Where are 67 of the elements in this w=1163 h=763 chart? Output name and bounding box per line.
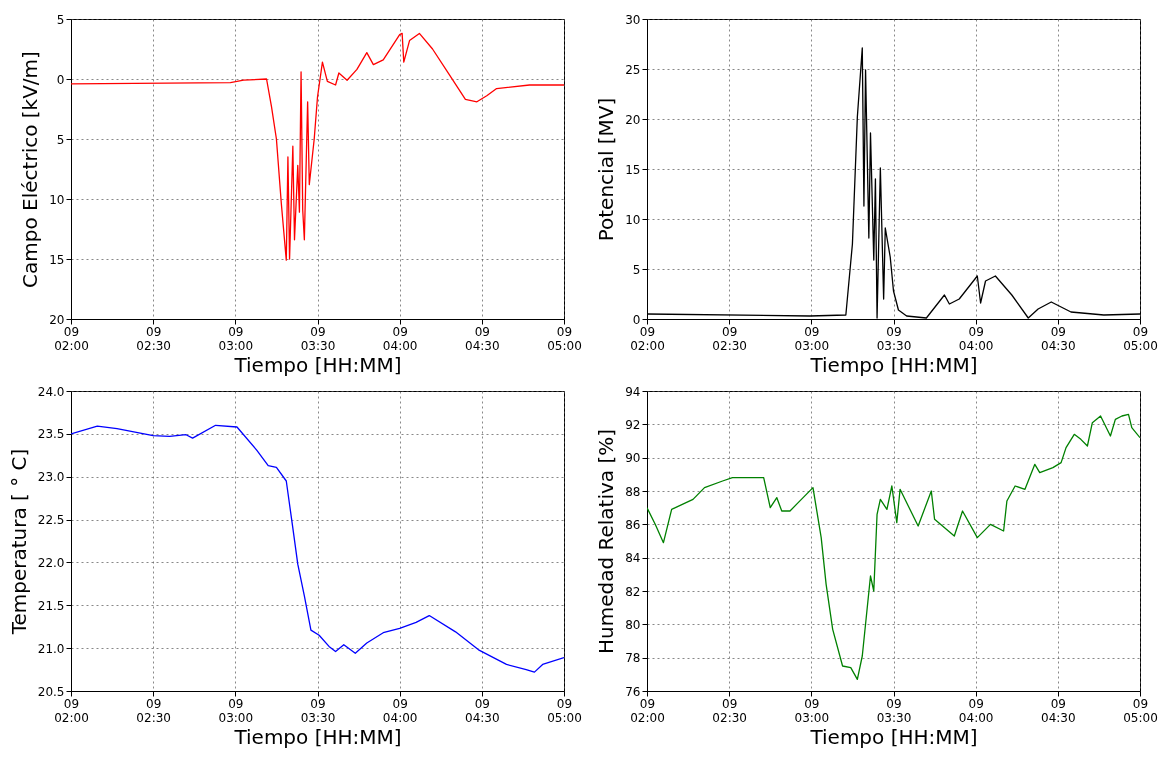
y-tick-label: 23.0 — [37, 470, 65, 485]
x-tick-label: 09 02:00 — [54, 696, 89, 725]
x-tick-label: 09 05:00 — [547, 324, 582, 353]
x-tick-label: 09 03:00 — [218, 324, 254, 353]
y-tick-label: 84 — [625, 551, 641, 566]
x-tick-label: 09 02:30 — [712, 324, 747, 353]
x-tick-label: 09 05:00 — [1123, 696, 1158, 725]
y-tick-label: 76 — [625, 684, 641, 699]
x-tick-label: 09 04:00 — [958, 696, 994, 725]
x-tick-label: 09 03:00 — [218, 696, 254, 725]
y-axis-title: Campo Eléctrico [kV/m] — [18, 51, 43, 288]
x-tick-label: 09 05:00 — [547, 696, 582, 725]
x-axis-title: Tiempo [HH:MM] — [809, 724, 978, 749]
x-tick-label: 09 04:30 — [465, 324, 500, 353]
y-tick-label: 94 — [625, 384, 641, 399]
x-tick-label: 09 03:30 — [876, 324, 912, 353]
y-tick-label: 23.5 — [37, 427, 65, 442]
y-tick-label: 5 — [56, 132, 65, 147]
y-tick-label: 25 — [625, 62, 641, 77]
x-tick-label: 09 02:00 — [54, 324, 89, 353]
x-tick-label: 09 04:00 — [958, 324, 994, 353]
y-tick-label: 80 — [625, 617, 641, 632]
y-tick-label: 0 — [632, 312, 641, 327]
y-tick-label: 86 — [625, 517, 641, 532]
x-tick-label: 09 05:00 — [1123, 324, 1158, 353]
y-axis-title: Humedad Relativa [%] — [594, 428, 619, 655]
y-tick-label: 22.5 — [37, 513, 65, 528]
x-tick-label: 09 03:30 — [876, 696, 912, 725]
y-tick-label: 20.5 — [37, 684, 65, 699]
x-tick-label: 09 02:00 — [630, 324, 665, 353]
y-tick-label: 10 — [49, 192, 65, 207]
x-tick-label: 09 04:00 — [382, 696, 418, 725]
x-tick-label: 09 02:30 — [712, 696, 747, 725]
y-tick-label: 0 — [56, 72, 65, 87]
x-tick-label: 09 02:30 — [136, 324, 171, 353]
y-tick-label: 10 — [625, 212, 641, 227]
y-axis-title: Potencial [MV] — [594, 97, 619, 242]
y-tick-label: 24.0 — [37, 384, 65, 399]
y-tick-label: 92 — [625, 417, 641, 432]
y-axis-title: Temperatura [ ° C] — [6, 448, 31, 636]
y-tick-label: 88 — [625, 484, 641, 499]
x-tick-label: 09 04:30 — [465, 696, 500, 725]
y-tick-label: 21.0 — [37, 641, 65, 656]
y-tick-label: 22.0 — [37, 555, 65, 570]
y-tick-label: 5 — [56, 12, 65, 27]
x-axis-title: Tiempo [HH:MM] — [233, 352, 402, 377]
x-tick-label: 09 04:30 — [1041, 696, 1076, 725]
y-tick-label: 15 — [625, 162, 641, 177]
x-tick-label: 09 02:00 — [630, 696, 665, 725]
y-tick-label: 20 — [625, 112, 641, 127]
y-tick-label: 82 — [625, 584, 641, 599]
y-tick-label: 21.5 — [37, 598, 65, 613]
y-tick-label: 78 — [625, 651, 641, 666]
x-tick-label: 09 03:30 — [300, 696, 336, 725]
x-axis-title: Tiempo [HH:MM] — [233, 724, 402, 749]
x-axis-title: Tiempo [HH:MM] — [809, 352, 978, 377]
x-tick-label: 09 02:30 — [136, 696, 171, 725]
y-tick-label: 90 — [625, 451, 641, 466]
x-tick-label: 09 04:30 — [1041, 324, 1076, 353]
x-tick-label: 09 03:00 — [794, 696, 830, 725]
x-tick-label: 09 03:00 — [794, 324, 830, 353]
y-tick-label: 5 — [632, 262, 641, 277]
y-tick-label: 30 — [625, 12, 641, 27]
x-tick-label: 09 04:00 — [382, 324, 418, 353]
y-tick-label: 15 — [49, 252, 65, 267]
x-tick-label: 09 03:30 — [300, 324, 336, 353]
y-tick-label: 20 — [49, 312, 65, 327]
